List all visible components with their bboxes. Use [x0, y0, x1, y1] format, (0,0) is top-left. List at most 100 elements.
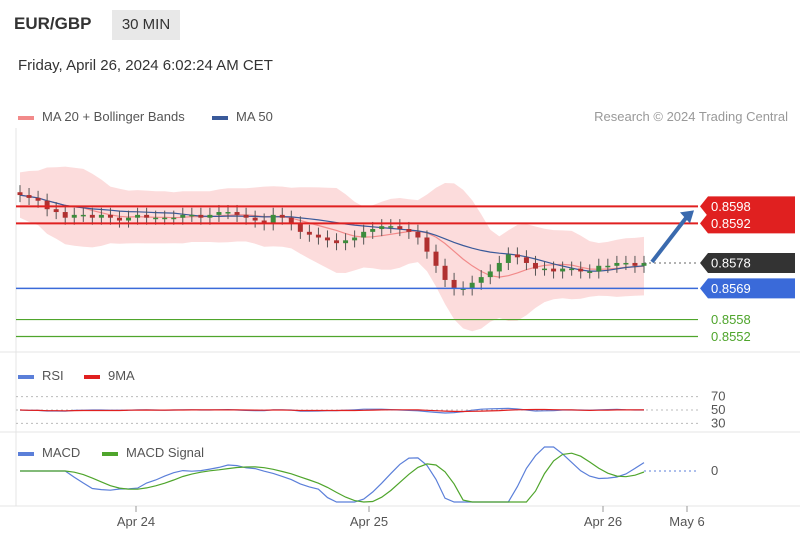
candle-body — [315, 234, 321, 238]
price-level-label: 0.8569 — [711, 281, 751, 296]
legend-swatch — [18, 451, 34, 456]
legend-ma50: MA 50 — [212, 109, 273, 124]
timeframe-badge[interactable]: 30 MIN — [112, 10, 180, 40]
candle-body — [80, 214, 86, 217]
x-tick-label: May 6 — [669, 514, 704, 529]
candle-body — [641, 262, 647, 266]
candle-body — [614, 262, 620, 266]
macd-level-label: 0 — [711, 463, 718, 478]
candle-body — [153, 217, 159, 220]
candle-body — [306, 231, 312, 235]
candle-body — [433, 251, 439, 266]
candle-body — [523, 257, 529, 263]
candle-body — [71, 214, 77, 218]
macd-signal-line — [20, 452, 645, 503]
candle-body — [361, 231, 367, 238]
candle-body — [469, 282, 475, 289]
candle-body — [578, 268, 584, 272]
candle-body — [406, 229, 412, 232]
candle-body — [505, 254, 511, 263]
candle-body — [116, 217, 122, 221]
candle-body — [352, 237, 358, 241]
symbol-title: EUR/GBP — [14, 14, 92, 33]
candle-body — [442, 265, 448, 280]
candle-body — [126, 217, 132, 221]
price-level-label: 0.8552 — [711, 329, 751, 344]
legend-swatch — [212, 115, 228, 120]
candle-body — [234, 212, 240, 215]
candle-body — [542, 268, 548, 271]
rsi-level-label: 50 — [711, 402, 725, 417]
candle-body — [107, 214, 113, 218]
candle-body — [397, 226, 403, 230]
ma20-line — [19, 194, 645, 278]
candle-body — [343, 240, 349, 244]
candle-body — [144, 214, 150, 218]
candle-body — [424, 237, 430, 252]
candle-body — [288, 217, 294, 224]
candle-body — [171, 217, 177, 220]
projection-arrow — [650, 214, 690, 264]
candle-body — [53, 209, 59, 213]
legend-swatch — [102, 451, 118, 456]
candle-body — [207, 214, 213, 218]
legend-macd-signal: MACD Signal — [102, 445, 204, 460]
projection-arrow-head — [680, 210, 694, 224]
candle-body — [514, 254, 520, 258]
legend-swatch — [18, 115, 34, 120]
candle-body — [279, 214, 285, 218]
candle-body — [162, 217, 168, 220]
candle-body — [252, 217, 258, 221]
candle-body — [596, 265, 602, 272]
candle-body — [270, 214, 276, 224]
candle-body — [89, 214, 95, 218]
legend-rsi: RSI — [18, 368, 64, 383]
candle-body — [623, 262, 629, 265]
candle-body — [415, 231, 421, 238]
legend-9ma: 9MA — [84, 368, 135, 383]
candle-body — [478, 277, 484, 283]
macd-line — [20, 446, 645, 503]
candle-body — [62, 212, 68, 218]
candle-body — [98, 214, 104, 218]
x-tick-label: Apr 25 — [350, 514, 388, 529]
candle-body — [451, 279, 457, 289]
price-level-tag — [700, 252, 795, 273]
candle-body — [388, 226, 394, 228]
price-level-label: 0.8592 — [711, 216, 751, 231]
candle-body — [35, 197, 41, 201]
price-level-tag — [700, 196, 795, 217]
candle-body — [379, 226, 385, 230]
legend-swatch — [18, 374, 34, 379]
legend-swatch — [84, 374, 100, 379]
price-level-label: 0.8578 — [711, 255, 751, 270]
candle-body — [198, 214, 204, 218]
price-level-tag — [700, 213, 795, 234]
candle-body — [26, 195, 32, 198]
candle-body — [632, 262, 638, 266]
candle-body — [569, 268, 575, 271]
legend-ma20: MA 20 + Bollinger Bands — [18, 109, 185, 124]
datetime-label: Friday, April 26, 2024 6:02:24 AM CET — [18, 57, 273, 74]
rsi-9ma-line — [19, 408, 644, 413]
bollinger-band — [20, 166, 644, 332]
candle-body — [370, 229, 376, 232]
candle-body — [605, 265, 611, 268]
candle-body — [532, 262, 538, 269]
candle-body — [44, 200, 50, 210]
candles — [17, 185, 647, 296]
x-tick-label: Apr 24 — [117, 514, 155, 529]
credit-text: Research © 2024 Trading Central — [594, 109, 788, 124]
candle-body — [496, 262, 502, 272]
price-level-tag — [700, 278, 795, 299]
candle-body — [216, 212, 222, 215]
candle-body — [135, 214, 141, 218]
price-level-label: 0.8598 — [711, 199, 751, 214]
candle-body — [189, 214, 195, 217]
price-level-label: 0.8558 — [711, 312, 751, 327]
header-bar: EUR/GBP 30 MIN — [0, 0, 800, 46]
candle-body — [334, 240, 340, 244]
candle-body — [225, 212, 231, 214]
rsi-level-label: 70 — [711, 389, 725, 404]
